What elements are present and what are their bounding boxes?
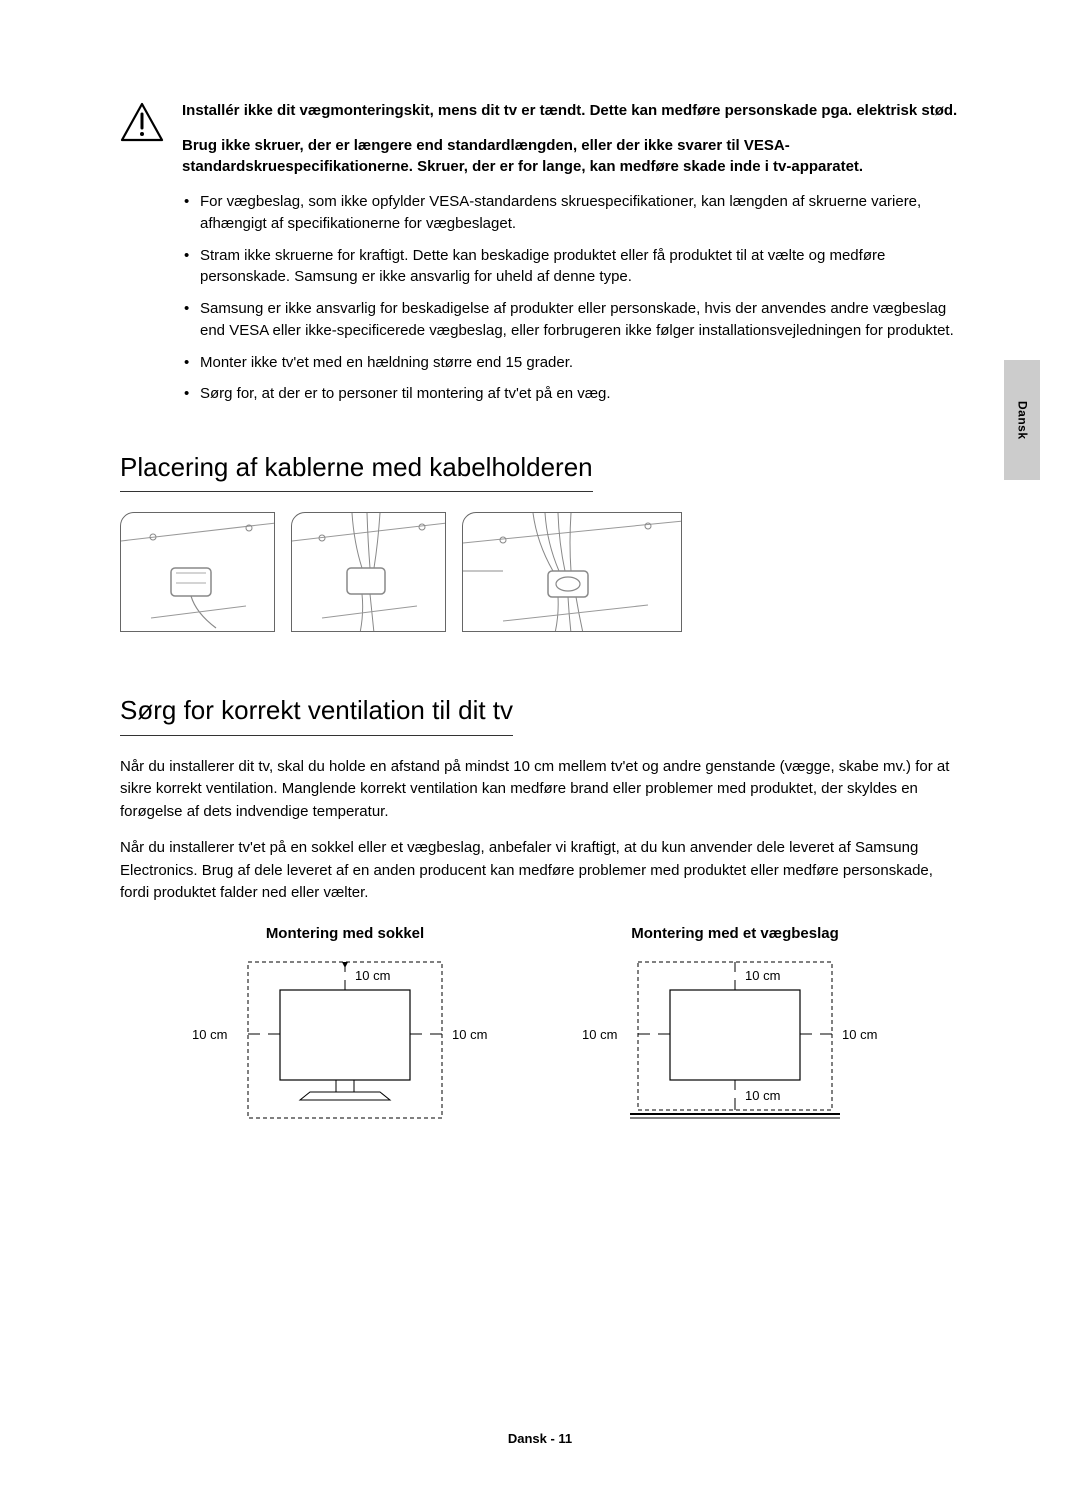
- dist-left: 10 cm: [582, 1027, 617, 1042]
- bullet-item: Monter ikke tv'et med en hældning større…: [182, 352, 960, 374]
- dist-bottom: 10 cm: [745, 1088, 780, 1103]
- cable-figure-1: [120, 512, 275, 632]
- vent-wall-title: Montering med et vægbeslag: [570, 923, 900, 944]
- cable-figure-3: [462, 512, 682, 632]
- ventilation-diagrams: Montering med sokkel 10 cm: [120, 923, 960, 1124]
- dist-left: 10 cm: [192, 1027, 227, 1042]
- page-footer: Dansk - 11: [0, 1430, 1080, 1448]
- vent-stand-column: Montering med sokkel 10 cm: [180, 923, 510, 1124]
- cable-figure-2: [291, 512, 446, 632]
- bullet-item: Samsung er ikke ansvarlig for beskadigel…: [182, 298, 960, 342]
- cable-holder-figures: [120, 512, 960, 632]
- manual-page: Installér ikke dit vægmonteringskit, men…: [0, 0, 1080, 1184]
- dist-right: 10 cm: [452, 1027, 487, 1042]
- vent-para-2: Når du installerer tv'et på en sokkel el…: [120, 837, 960, 905]
- section-title-cables: Placering af kablerne med kabelholderen: [120, 449, 593, 492]
- warning-bullets: For vægbeslag, som ikke opfylder VESA-st…: [182, 191, 960, 405]
- section-title-ventilation: Sørg for korrekt ventilation til dit tv: [120, 692, 513, 735]
- dist-top: 10 cm: [745, 968, 780, 983]
- vent-para-1: Når du installerer dit tv, skal du holde…: [120, 756, 960, 824]
- caution-icon: [120, 102, 164, 415]
- language-tab-label: Dansk: [1014, 401, 1031, 440]
- vent-wall-column: Montering med et vægbeslag 10 cm: [570, 923, 900, 1124]
- warning-para-2: Brug ikke skruer, der er længere end sta…: [182, 135, 960, 177]
- vent-wall-diagram: 10 cm 10 cm 10 cm 10 cm: [570, 954, 900, 1124]
- warning-block: Installér ikke dit vægmonteringskit, men…: [120, 100, 960, 415]
- bullet-item: Sørg for, at der er to personer til mont…: [182, 383, 960, 405]
- bullet-item: For vægbeslag, som ikke opfylder VESA-st…: [182, 191, 960, 235]
- language-tab: Dansk: [1004, 360, 1040, 480]
- warning-content: Installér ikke dit vægmonteringskit, men…: [182, 100, 960, 415]
- dist-top: 10 cm: [355, 968, 390, 983]
- bullet-item: Stram ikke skruerne for kraftigt. Dette …: [182, 245, 960, 289]
- vent-stand-diagram: 10 cm 10 cm 10 cm: [180, 954, 510, 1124]
- warning-para-1: Installér ikke dit vægmonteringskit, men…: [182, 100, 960, 121]
- dist-right: 10 cm: [842, 1027, 877, 1042]
- vent-stand-title: Montering med sokkel: [180, 923, 510, 944]
